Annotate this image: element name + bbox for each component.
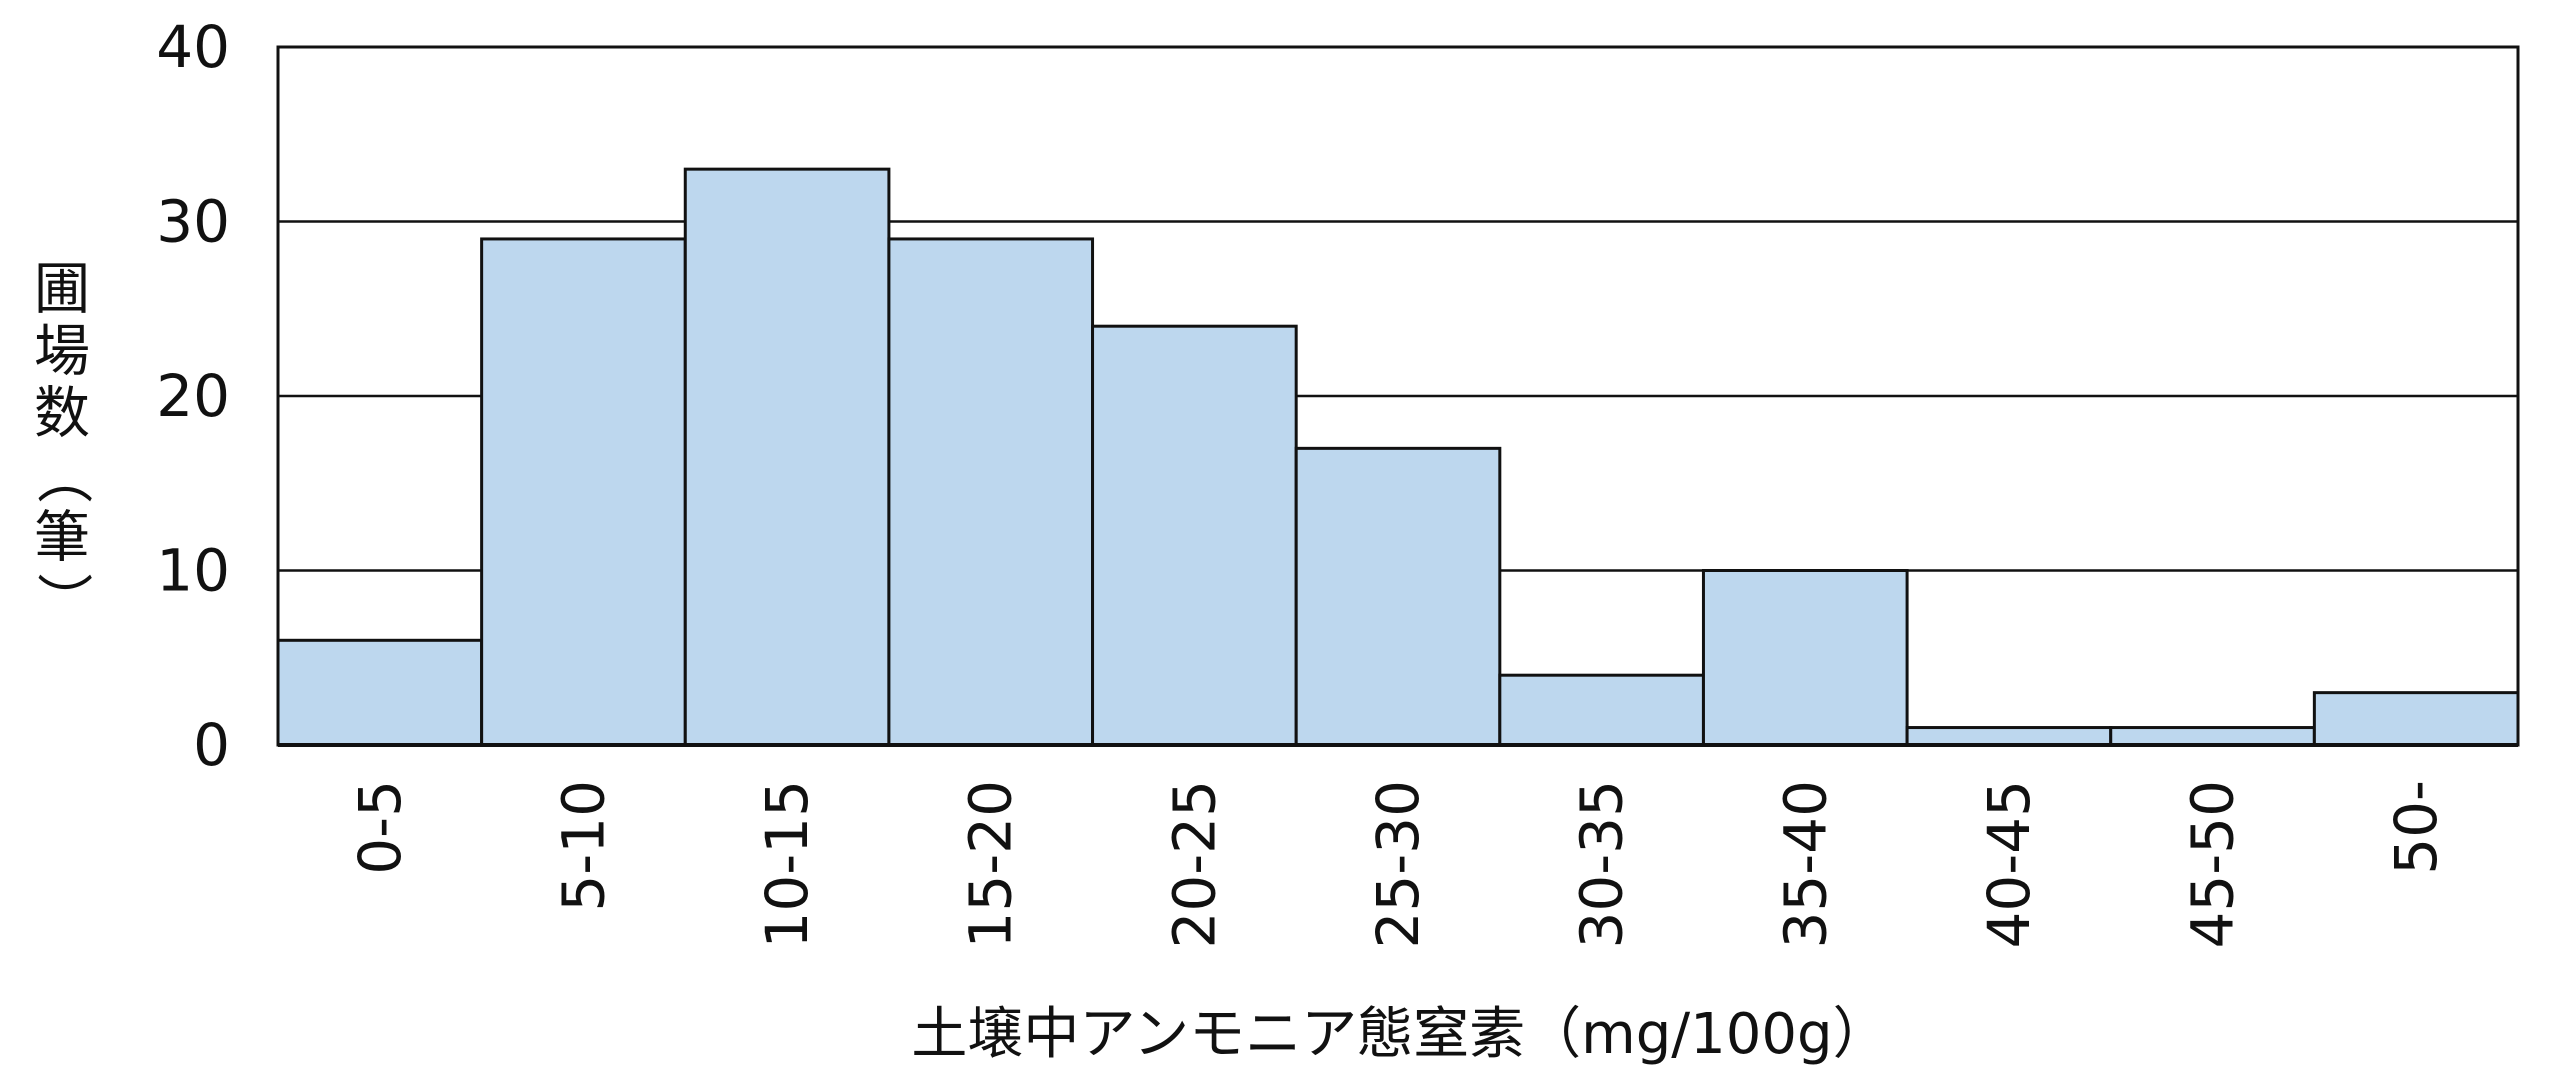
bar-35-40 (1701, 569, 1909, 747)
x-tick-label-45-50: 45-50 (2179, 780, 2247, 949)
x-tick-label-40-45: 40-45 (1975, 780, 2043, 949)
y-axis-title-char: 場 (34, 320, 90, 385)
y-tick-label-40: 40 (156, 13, 230, 81)
x-tick-label-35-40: 35-40 (1771, 780, 1839, 949)
bar-15-20 (887, 237, 1095, 747)
bar-20-25 (1091, 324, 1298, 747)
y-axis-title-char: 数 (34, 382, 90, 447)
bar-50- (2312, 691, 2520, 747)
x-tick-labels: 0-5 5-10 10-15 15-20 20-25 25-30 30-35 35-40 40-… (346, 780, 2450, 949)
x-tick-label-30-35: 30-35 (1568, 780, 1636, 949)
y-tick-label-30: 30 (156, 188, 230, 256)
y-tick-labels: 0 10 20 30 40 (156, 13, 230, 779)
y-axis-title-char: 圃 (34, 258, 90, 323)
x-tick-label-25-30: 25-30 (1364, 780, 1432, 949)
axes-layer (276, 45, 2520, 747)
bar-45-50 (2109, 726, 2316, 747)
bar-5-10 (480, 237, 687, 747)
x-tick-label-0-5: 0-5 (346, 780, 414, 875)
x-tick-label-5-10: 5-10 (549, 780, 617, 912)
y-axis-title-char: 筆 (34, 506, 90, 571)
x-tick-label-20-25: 20-25 (1160, 780, 1228, 949)
bar-10-15 (683, 167, 891, 747)
x-tick-label-15-20: 15-20 (957, 780, 1025, 949)
bar-0-5 (276, 638, 484, 747)
y-axis-title-char: ） (30, 572, 95, 628)
x-tick-label-50-: 50- (2382, 780, 2450, 875)
bar-40-45 (1905, 726, 2113, 747)
x-axis-title: 土壌中アンモニア態窒素（mg/100g） (911, 1002, 1888, 1067)
y-tick-label-10: 10 (156, 537, 230, 605)
bar-30-35 (1498, 673, 1705, 747)
bar-25-30 (1294, 446, 1502, 747)
y-tick-label-20: 20 (156, 362, 230, 430)
y-tick-label-0: 0 (193, 711, 230, 779)
y-axis-title: 圃場数（筆） (30, 258, 95, 629)
bars-layer (276, 167, 2520, 747)
x-tick-label-10-15: 10-15 (753, 780, 821, 949)
y-axis-title-char: （ (30, 448, 95, 504)
